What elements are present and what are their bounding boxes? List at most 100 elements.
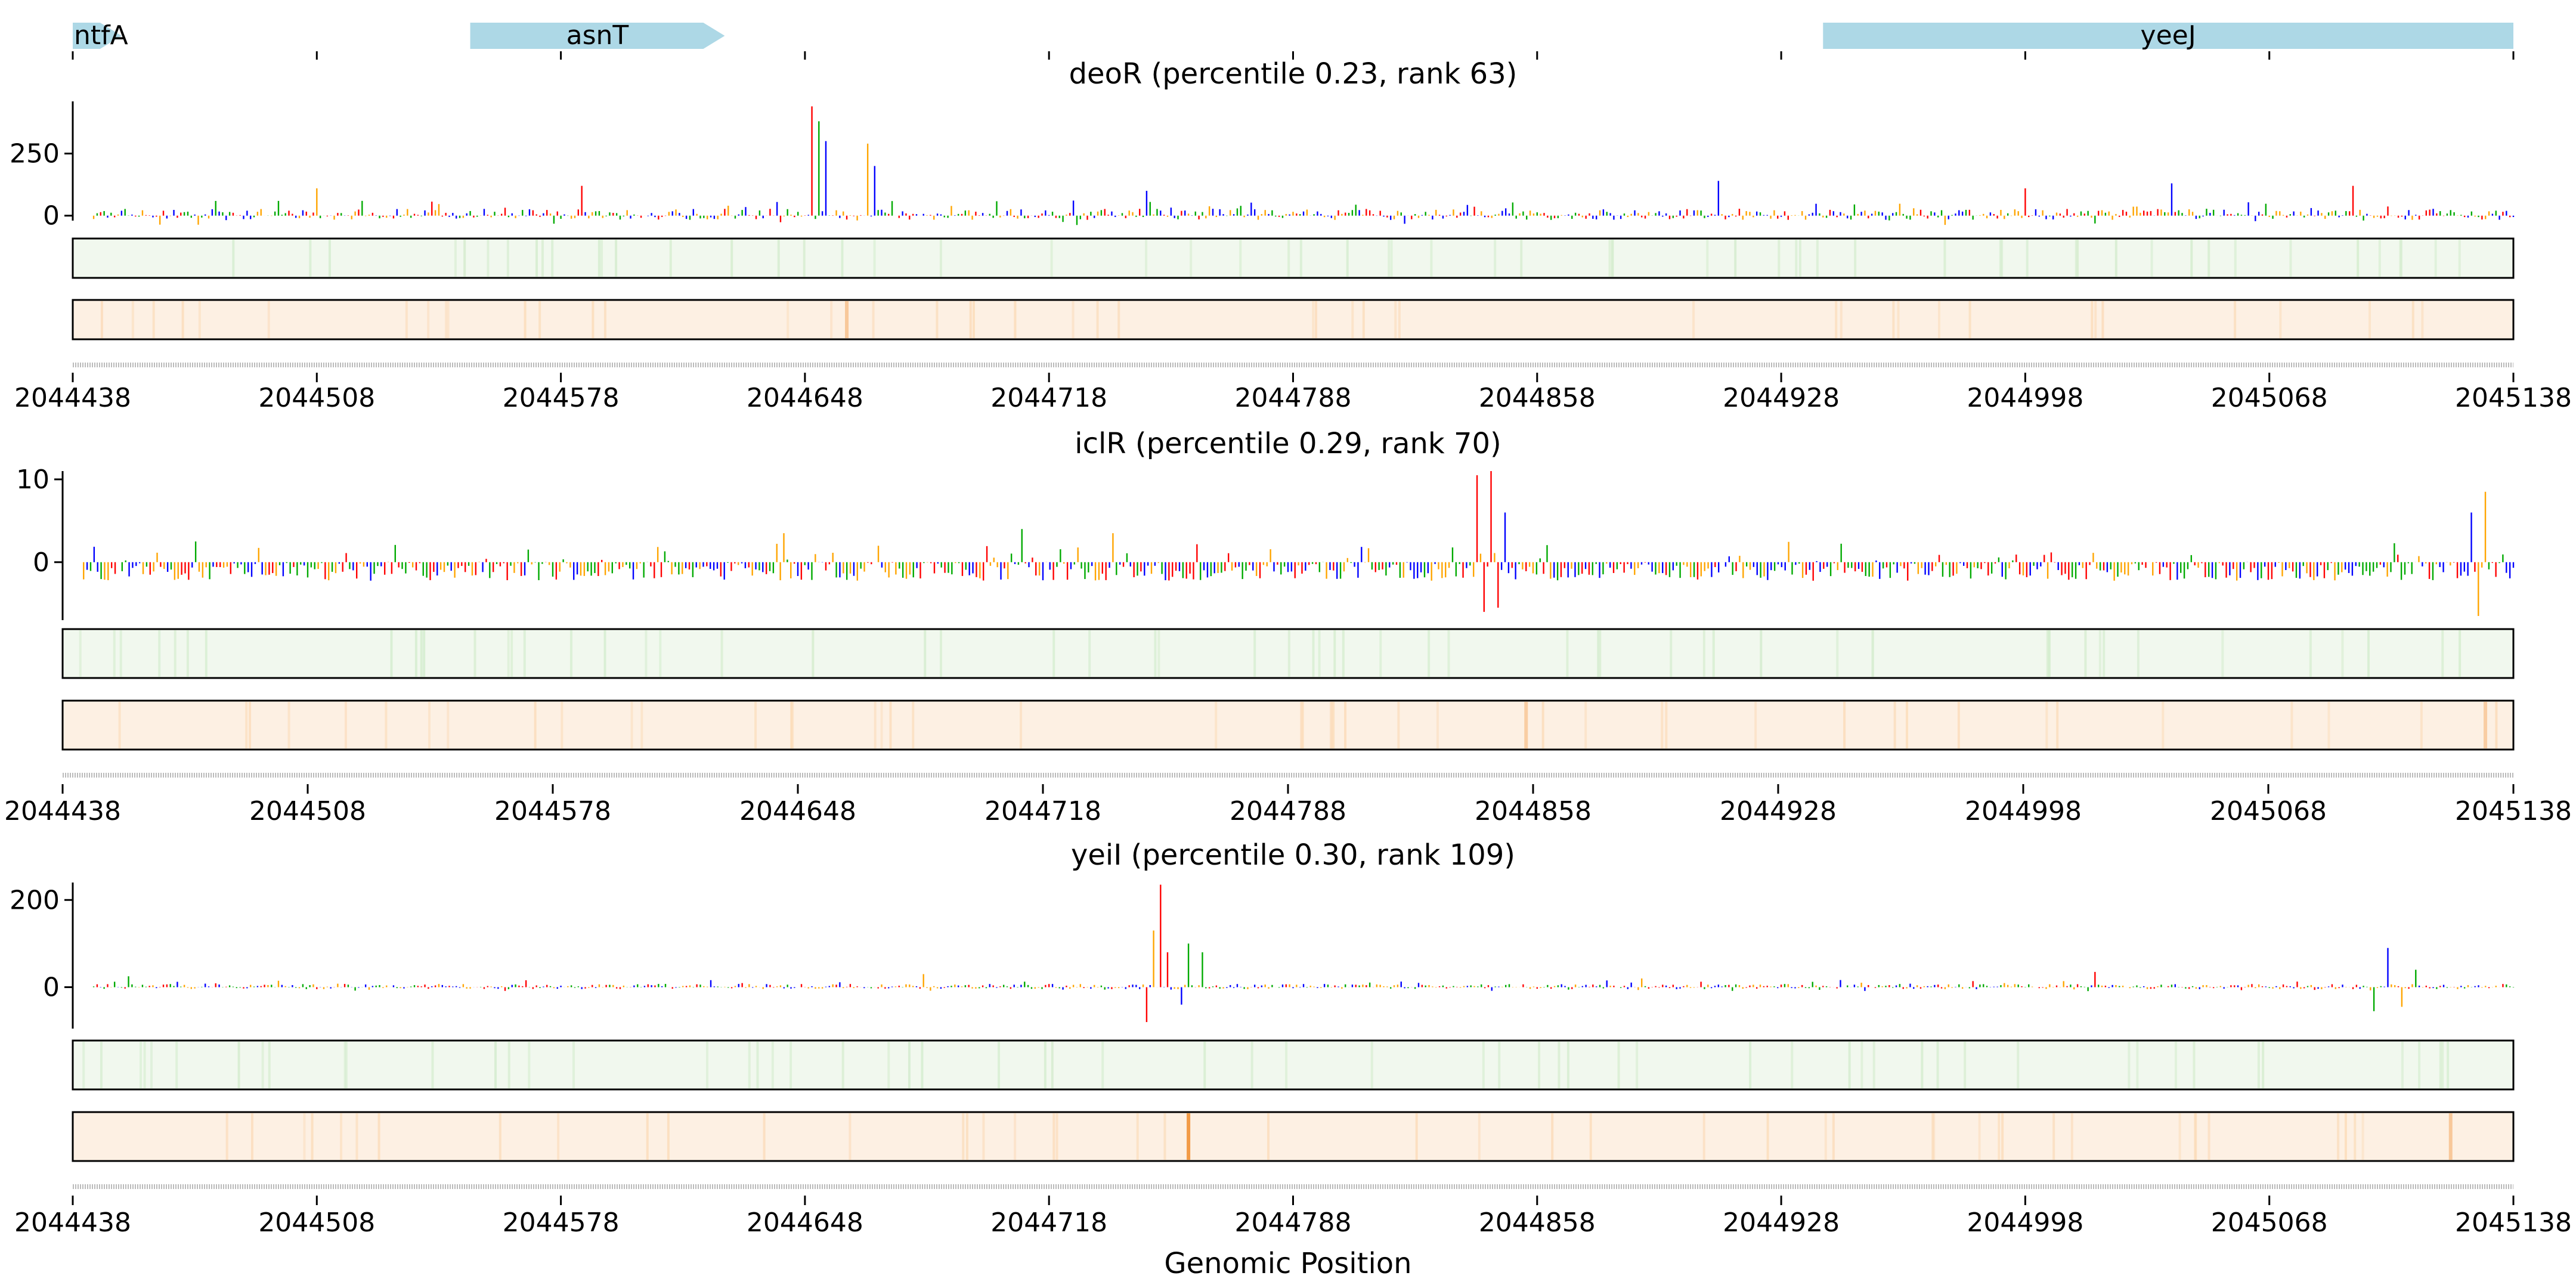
x-tick-label: 2044508 bbox=[258, 1208, 375, 1238]
orange-heat-mark bbox=[1072, 301, 1075, 338]
green-heat-mark bbox=[390, 630, 393, 677]
orange-heat-mark bbox=[982, 1113, 985, 1160]
gene-annotation-track: ntfA asnT yeeJ bbox=[72, 20, 2515, 60]
orange-heat-mark bbox=[2337, 1113, 2340, 1160]
orange-heat-mark bbox=[2091, 301, 2094, 338]
orange-heat-mark bbox=[303, 1113, 306, 1160]
green-heat-mark bbox=[669, 240, 672, 277]
orange-heat-mark bbox=[1301, 702, 1304, 748]
green-heat-mark bbox=[1760, 630, 1763, 677]
orange-heat-mark bbox=[447, 301, 450, 338]
green-heat-mark bbox=[2441, 630, 2444, 677]
green-heat-mark bbox=[1430, 240, 1433, 277]
orange-heat-mark bbox=[2194, 1113, 2197, 1160]
orange-heat-mark bbox=[1332, 702, 1335, 748]
orange-heat-marks bbox=[225, 1113, 2453, 1160]
orange-heat-mark bbox=[1344, 702, 1347, 748]
green-heat-mark bbox=[507, 1042, 510, 1088]
green-heat-mark bbox=[2447, 1042, 2450, 1088]
green-heat-mark bbox=[803, 240, 806, 277]
orange-heat-mark bbox=[2070, 1113, 2073, 1160]
x-tick-label: 2044648 bbox=[747, 1208, 863, 1238]
orange-heat-mark bbox=[1840, 301, 1843, 338]
x-tick-label: 2045068 bbox=[2211, 1208, 2328, 1238]
orange-heat-mark bbox=[2420, 702, 2423, 748]
attribution-bars bbox=[92, 884, 2515, 1023]
green-heat-mark bbox=[1706, 240, 1709, 277]
green-heat-mark bbox=[551, 240, 554, 277]
orange-heat-mark bbox=[428, 702, 431, 748]
orange-heat-mark bbox=[2234, 301, 2237, 338]
orange-heat-mark bbox=[1766, 1113, 1769, 1160]
orange-heat-mark bbox=[936, 301, 939, 338]
green-heat-mark bbox=[1428, 630, 1431, 677]
orange-heat-mark bbox=[969, 301, 972, 338]
panel-title: iclR (percentile 0.29, rank 70) bbox=[1075, 427, 1501, 460]
green-heat-mark bbox=[1936, 1042, 1939, 1088]
orange-heat-mark bbox=[2421, 301, 2424, 338]
green-heat-mark bbox=[2357, 240, 2360, 277]
x-tick-label: 2044718 bbox=[990, 383, 1107, 413]
green-heat-mark bbox=[506, 240, 509, 277]
orange-heat-mark bbox=[1267, 1113, 1270, 1160]
orange-heat-highlight bbox=[1524, 702, 1528, 748]
orange-heat-mark bbox=[1096, 301, 1099, 338]
green-heat-mark bbox=[998, 1042, 1001, 1088]
x-tick-label: 2044648 bbox=[747, 383, 863, 413]
green-heat-mark bbox=[1943, 240, 1946, 277]
orange-heat-mark bbox=[1136, 1113, 1139, 1160]
orange-heat-mark bbox=[791, 702, 794, 748]
attribution-bars bbox=[83, 471, 2515, 617]
orange-heat-mark bbox=[849, 1113, 852, 1160]
green-heat-mark bbox=[1608, 240, 1611, 277]
green-heat-mark bbox=[473, 630, 476, 677]
green-heat-mark bbox=[1854, 240, 1857, 277]
orange-heat-mark bbox=[1551, 1113, 1554, 1160]
orange-heat-mark bbox=[1892, 301, 1895, 338]
gene-asnT[interactable]: asnT bbox=[470, 20, 725, 51]
gene-arrow[interactable] bbox=[73, 23, 122, 49]
orange-heat-mark bbox=[2290, 702, 2293, 748]
green-heat-mark bbox=[569, 630, 572, 677]
green-heat-mark bbox=[158, 630, 161, 677]
gene-arrow[interactable] bbox=[1823, 23, 2513, 49]
green-heat-mark bbox=[1154, 630, 1157, 677]
green-heat-mark bbox=[600, 240, 603, 277]
y-tick-label: 0 bbox=[33, 547, 49, 578]
x-tick-label: 2044648 bbox=[739, 796, 856, 826]
x-tick-label: 2044508 bbox=[249, 796, 366, 826]
green-heat-mark bbox=[2075, 240, 2077, 277]
green-heat-mark bbox=[1566, 630, 1569, 677]
panel-2: iclR (percentile 0.29, rank 70) 10 0 204443… bbox=[4, 427, 2572, 826]
x-tick-label: 2044718 bbox=[990, 1208, 1107, 1238]
green-heat-mark bbox=[2401, 1042, 2404, 1088]
gene-yeeJ[interactable]: yeeJ bbox=[1823, 20, 2513, 51]
green-heat-mark bbox=[2262, 1042, 2265, 1088]
green-heat-mark bbox=[119, 630, 122, 677]
orange-heat-mark bbox=[1661, 702, 1664, 748]
orange-heat-mark bbox=[1362, 301, 1365, 338]
x-tick-label: 2044998 bbox=[1965, 796, 2082, 826]
orange-heat-mark bbox=[427, 301, 430, 338]
green-heat-mark bbox=[1520, 240, 1523, 277]
green-heat-mark bbox=[2150, 240, 2153, 277]
green-heat-marks bbox=[82, 1042, 2450, 1088]
orange-heat-mark bbox=[1215, 702, 1218, 748]
green-heat-mark bbox=[463, 240, 466, 277]
orange-heat-mark bbox=[181, 301, 184, 338]
green-heat-mark bbox=[1872, 1042, 1875, 1088]
green-heat-mark bbox=[2418, 1042, 2421, 1088]
gene-arrow[interactable] bbox=[470, 23, 725, 49]
orange-heat-mark bbox=[1052, 1113, 1055, 1160]
green-heat-mark bbox=[175, 1042, 178, 1088]
orange-heat-mark bbox=[667, 1113, 670, 1160]
green-heat-mark bbox=[705, 1042, 708, 1088]
green-heat-mark bbox=[924, 630, 927, 677]
orange-heat-mark bbox=[1541, 702, 1544, 748]
green-heat-mark bbox=[2193, 1042, 2196, 1088]
orange-heat-mark bbox=[377, 1113, 380, 1160]
green-heat-mark bbox=[1390, 240, 1393, 277]
gene-ntfA[interactable]: ntfA bbox=[73, 20, 128, 51]
green-heat-mark bbox=[1791, 1042, 1794, 1088]
green-heat-mark bbox=[79, 630, 82, 677]
